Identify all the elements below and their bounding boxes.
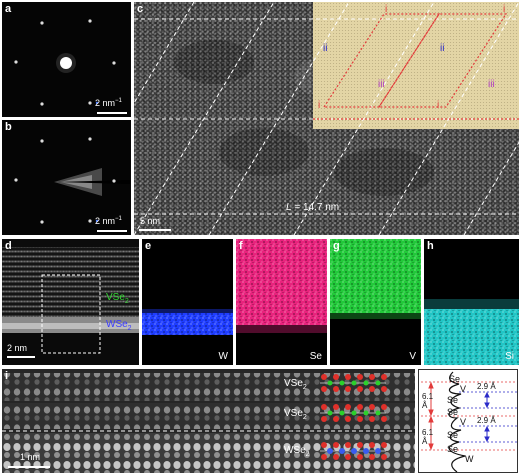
panel-a-scale-label: 2 nm−1 (95, 98, 122, 108)
spacing-left-2: 6.1 Å (422, 428, 434, 446)
eds-map-se (236, 239, 327, 365)
layer-label-1: VSe2 (284, 378, 307, 391)
panel-i-stem: i VSe2 VSe2 WSe2 1 nm (2, 369, 415, 473)
marker-iii-1: iii (378, 79, 385, 90)
panel-c-hrtem: c i i i i ii ii iii iii iii L = 14.7 nm … (134, 2, 519, 235)
element-label-w: W (218, 351, 228, 362)
panel-g-label: g (333, 240, 340, 252)
panel-e-label: e (145, 240, 152, 252)
profile-curve (421, 371, 517, 473)
vse2-label: VSe2 (106, 292, 129, 305)
highlight-region (313, 2, 519, 129)
marker-iii-2: iii (488, 79, 495, 90)
panel-g-eds-v: g V (330, 239, 421, 365)
panel-i-label: i (5, 370, 9, 382)
layer-label-2: VSe2 (284, 408, 307, 421)
hrtem-lattice-image (134, 2, 519, 235)
panel-a-scale-bar (97, 112, 127, 114)
panel-f-eds-se: f Se (236, 239, 327, 365)
marker-i-2: i (503, 4, 506, 15)
panel-d-scale-bar (7, 356, 35, 358)
spacing-left-1: 6.1 Å (422, 392, 434, 410)
atom-se-2: Se (447, 395, 459, 405)
panel-c-label: c (137, 3, 144, 15)
panel-a-label: a (5, 3, 12, 15)
layer-label-3: WSe2 (284, 445, 310, 458)
panel-b-scale-label: 2 nm−1 (95, 216, 122, 226)
atomic-model (320, 374, 387, 460)
eds-map-w (142, 239, 233, 365)
eds-map-si (424, 239, 519, 365)
stem-cross-section (2, 239, 139, 365)
eds-map-v (330, 239, 421, 365)
atom-se-1: Se (449, 374, 461, 384)
panel-e-eds-w: e W (142, 239, 233, 365)
marker-ii-1: ii (323, 43, 328, 54)
panel-b-diffraction: b 2 nm−1 (2, 120, 131, 235)
atom-w: W (465, 454, 474, 464)
panel-i-scale-label: 1 nm (20, 452, 41, 462)
element-label-si: Si (505, 351, 514, 362)
panel-c-scale-label: 5 nm (140, 216, 161, 226)
spacing-right-2: 2.9 Å (477, 416, 496, 425)
panel-a-diffraction: a 2 nm−1 (2, 2, 131, 117)
panel-h-eds-si: h Si (424, 239, 519, 365)
panel-c-scale-bar (139, 229, 171, 231)
panel-d-stem: d VSe2 WSe2 2 nm (2, 239, 139, 365)
panel-b-label: b (5, 121, 12, 133)
element-label-se: Se (309, 351, 322, 362)
atom-se-3: Se (447, 407, 459, 417)
diffraction-pattern-b (2, 120, 131, 235)
panel-i-scale-bar (8, 466, 50, 468)
panel-f-label: f (239, 240, 243, 252)
intensity-profile: Se V Se Se V Se Se W 6.1 Å 6.1 Å 2.9 Å 2.9… (418, 369, 518, 473)
wse2-label: WSe2 (106, 319, 132, 332)
marker-i-1: i (385, 4, 388, 15)
atom-se-5: Se (447, 444, 459, 454)
period-label: L = 14.7 nm (286, 202, 340, 213)
marker-ii-2: ii (440, 43, 445, 54)
panel-d-label: d (5, 240, 12, 252)
panel-d-scale-label: 2 nm (7, 343, 28, 353)
panel-h-label: h (427, 240, 434, 252)
diffraction-pattern-a (2, 2, 131, 117)
atom-v-1: V (460, 384, 467, 394)
atom-se-4: Se (447, 430, 459, 440)
panel-b-scale-bar (97, 230, 127, 232)
atom-v-2: V (460, 417, 467, 427)
marker-i-3: i (318, 100, 321, 111)
marker-i-4: i (437, 100, 440, 111)
spacing-right-1: 2.9 Å (477, 382, 496, 391)
element-label-v: V (409, 351, 416, 362)
stem-atomic-image (2, 369, 415, 473)
